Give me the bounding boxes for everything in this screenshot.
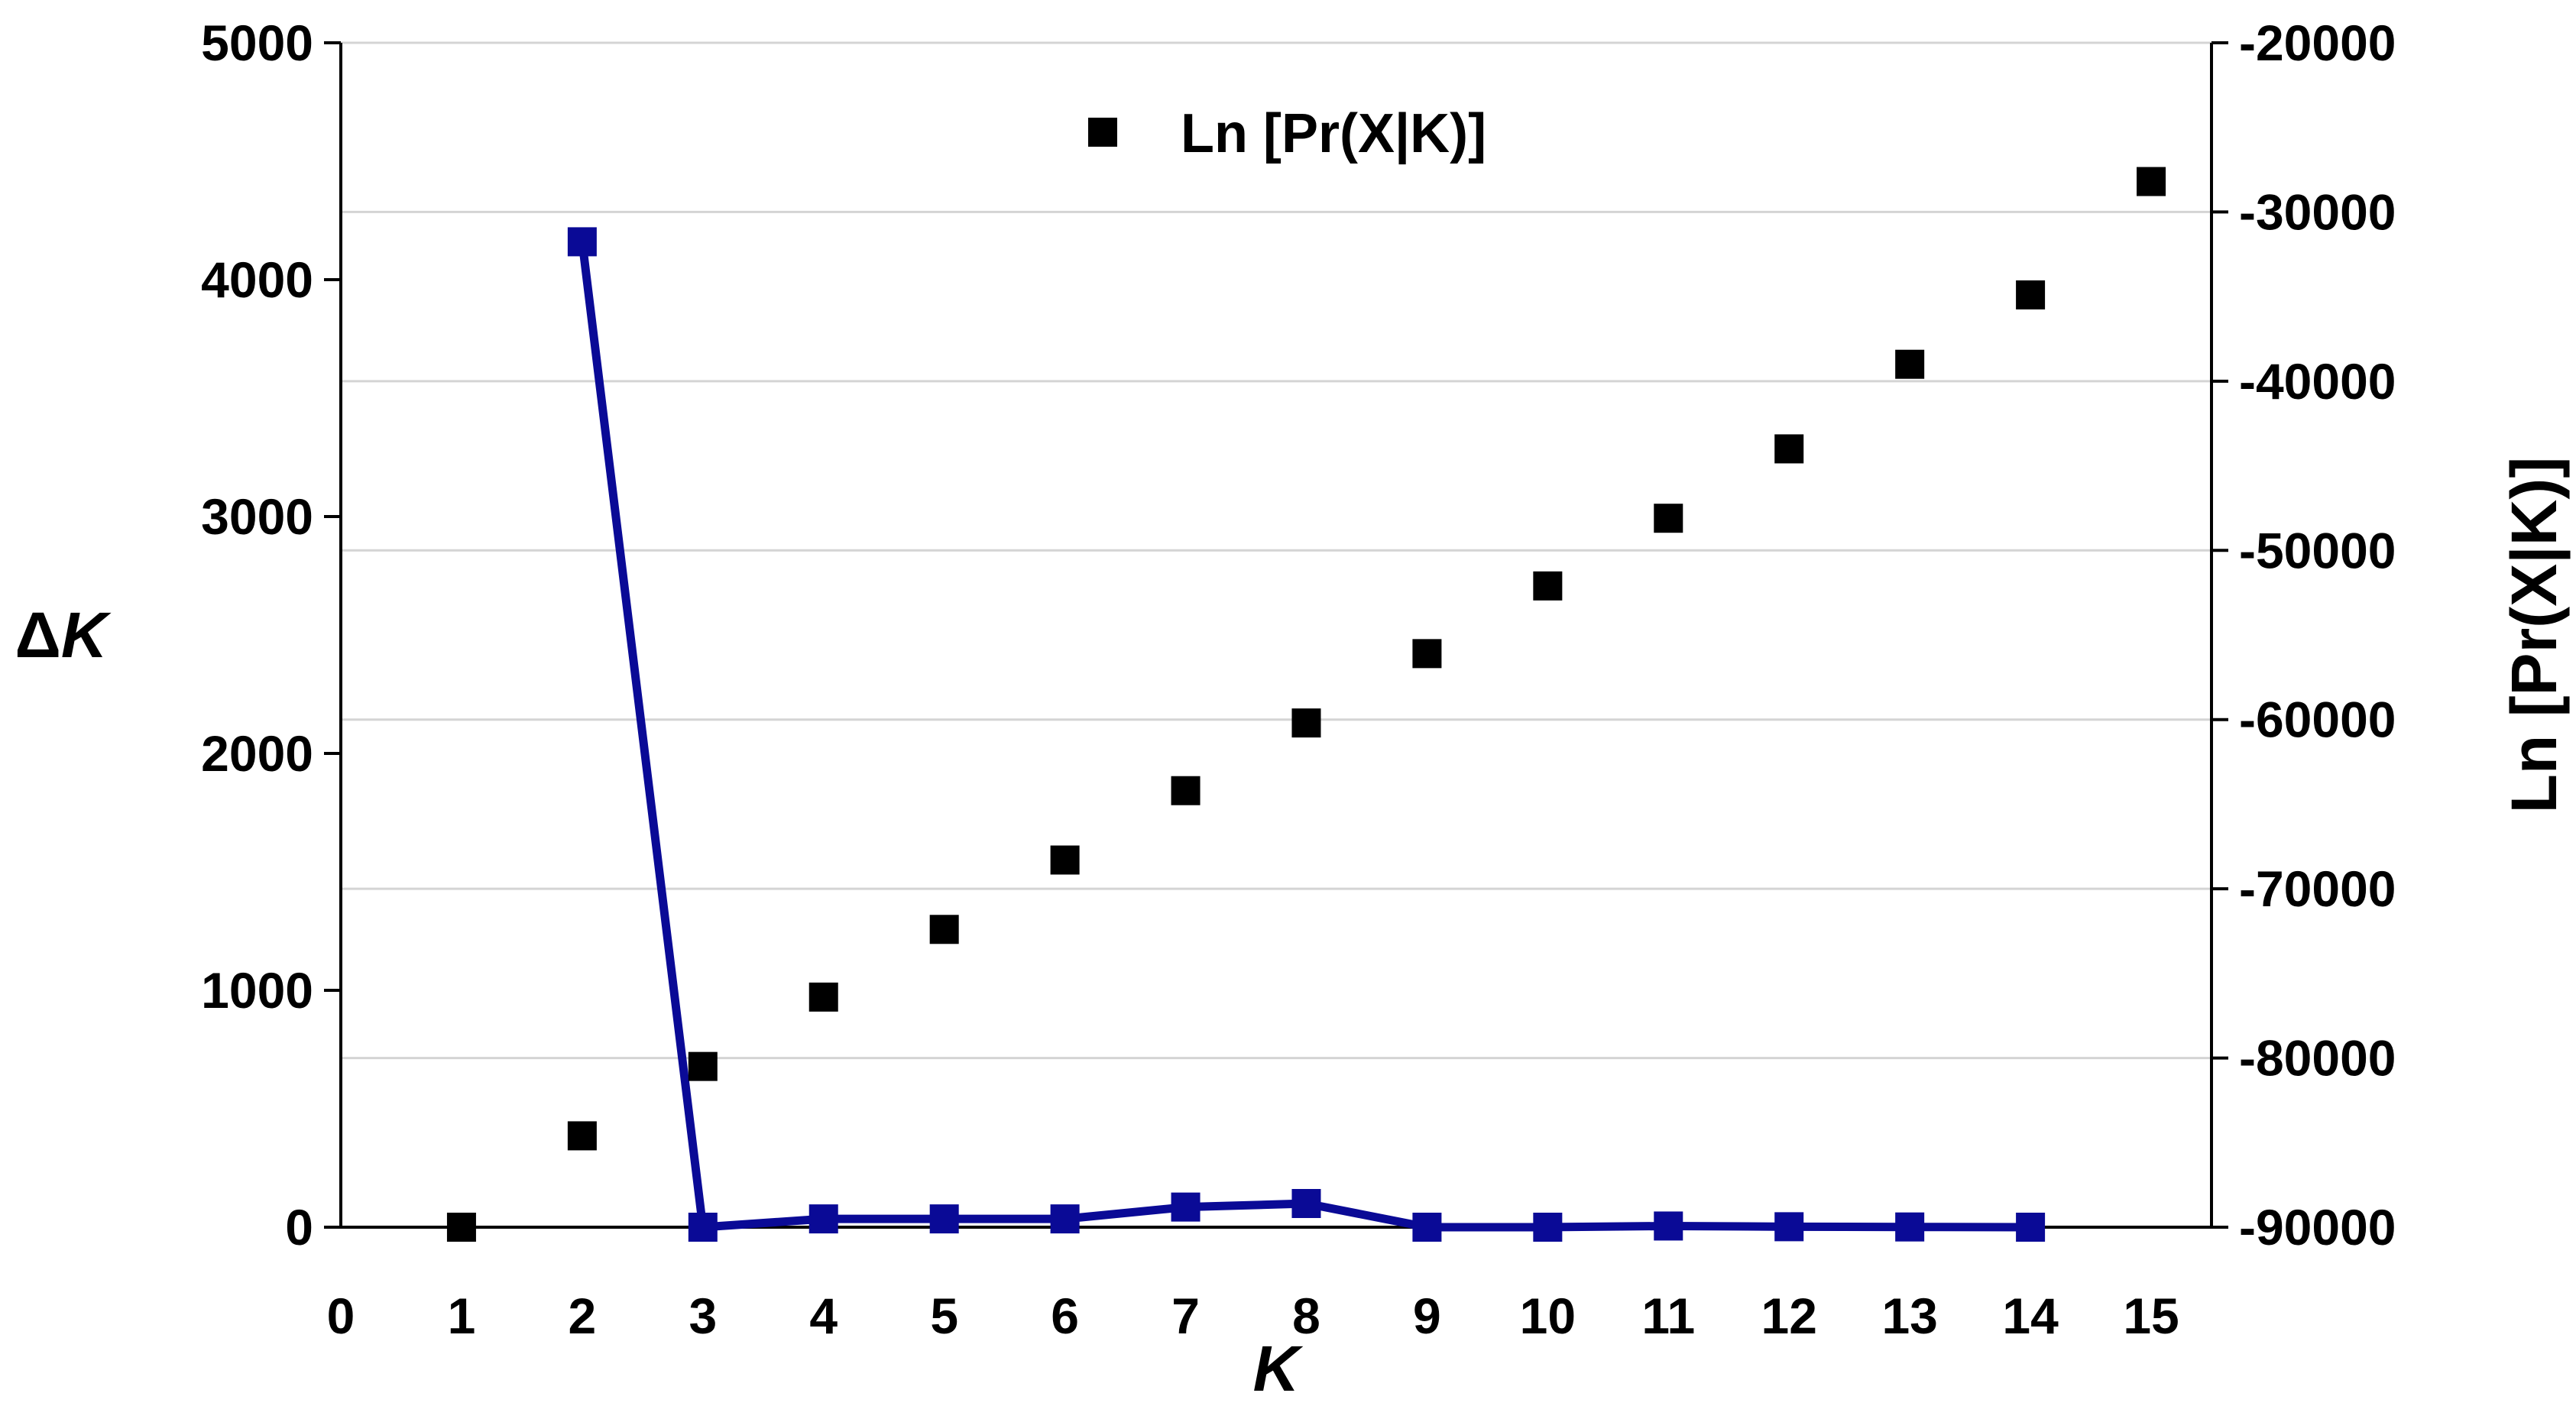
ln-pr-point xyxy=(2016,280,2046,309)
delta-k-point xyxy=(1533,1213,1563,1242)
delta-k-point xyxy=(1895,1212,1925,1242)
delta-k-point xyxy=(929,1204,959,1234)
x-tick-label: 9 xyxy=(1413,1288,1441,1344)
delta-k-point xyxy=(1412,1213,1442,1242)
ln-pr-point xyxy=(1412,639,1442,669)
x-tick-label: 5 xyxy=(930,1288,958,1344)
y-left-tick-label: 0 xyxy=(285,1199,313,1255)
y-right-tick-label: -50000 xyxy=(2239,522,2396,578)
y-right-tick-label: -20000 xyxy=(2239,15,2396,71)
y-right-tick-label: -60000 xyxy=(2239,692,2396,748)
x-tick-label: 2 xyxy=(569,1288,597,1344)
delta-k-point xyxy=(1291,1189,1321,1218)
y-left-tick-label: 2000 xyxy=(201,725,313,782)
y-left-tick-label: 1000 xyxy=(201,962,313,1019)
legend-marker xyxy=(1088,118,1117,147)
delta-k-point xyxy=(1050,1204,1080,1234)
ln-pr-series xyxy=(446,167,2166,1242)
x-tick-label: 4 xyxy=(809,1288,838,1344)
ln-pr-point xyxy=(1533,571,1563,601)
gridlines xyxy=(341,41,2211,1060)
y-left-axis-title: ΔK xyxy=(15,599,111,671)
y-right-tick-label: -90000 xyxy=(2239,1199,2396,1255)
y-right-tick-label: -30000 xyxy=(2239,183,2396,240)
delta-k-point xyxy=(1774,1212,1804,1242)
ln-pr-point xyxy=(929,915,959,944)
ln-pr-point xyxy=(688,1051,718,1081)
x-tick-label: 14 xyxy=(2002,1288,2059,1344)
ln-pr-point xyxy=(1050,845,1080,875)
ln-pr-point xyxy=(2137,167,2166,196)
y-left-tick-label: 4000 xyxy=(201,251,313,308)
x-tick-label: 15 xyxy=(2123,1288,2179,1344)
delta-k-point xyxy=(1654,1211,1683,1241)
x-tick-label: 13 xyxy=(1881,1288,1937,1344)
x-tick-label: 11 xyxy=(1641,1288,1695,1344)
x-tick-label: 1 xyxy=(448,1288,476,1344)
delta-k-point xyxy=(808,1204,838,1234)
y-right-tick-label: -70000 xyxy=(2239,860,2396,917)
delta-k-point xyxy=(1171,1192,1201,1222)
delta-k-point xyxy=(688,1213,718,1242)
delta-k-point xyxy=(567,227,597,257)
y-right-axis-title: Ln [Pr(X|K)] xyxy=(2498,457,2571,814)
y-right-tick-label: -40000 xyxy=(2239,353,2396,410)
ln-pr-point xyxy=(567,1121,597,1151)
x-tick-label: 6 xyxy=(1051,1288,1079,1344)
delta-k-point xyxy=(2016,1213,2046,1242)
ln-pr-point xyxy=(1774,434,1804,464)
y-right-tick-label: -80000 xyxy=(2239,1030,2396,1087)
ln-pr-point xyxy=(446,1213,476,1242)
x-axis-title: K xyxy=(1253,1333,1304,1404)
delta-k-series xyxy=(567,227,2046,1242)
axes xyxy=(324,41,2228,1229)
ln-pr-point xyxy=(1291,708,1321,738)
ln-pr-point xyxy=(1895,349,1925,379)
ln-pr-point xyxy=(1171,776,1201,805)
legend: Ln [Pr(X|K)] xyxy=(1088,103,1486,164)
tick-labels: 0 1000 2000 3000 4000 5000 -90000 -80000 -70000 -… xyxy=(201,15,2396,1344)
ln-pr-point xyxy=(808,982,838,1012)
y-left-tick-label: 5000 xyxy=(201,15,313,71)
x-tick-label: 0 xyxy=(327,1288,355,1344)
x-tick-label: 3 xyxy=(689,1288,717,1344)
y-left-tick-label: 3000 xyxy=(201,488,313,545)
x-tick-label: 7 xyxy=(1171,1288,1200,1344)
x-tick-label: 12 xyxy=(1761,1288,1817,1344)
legend-label: Ln [Pr(X|K)] xyxy=(1181,103,1486,164)
ln-pr-point xyxy=(1654,504,1683,533)
x-tick-label: 10 xyxy=(1520,1288,1576,1344)
x-tick-label: 8 xyxy=(1292,1288,1320,1344)
